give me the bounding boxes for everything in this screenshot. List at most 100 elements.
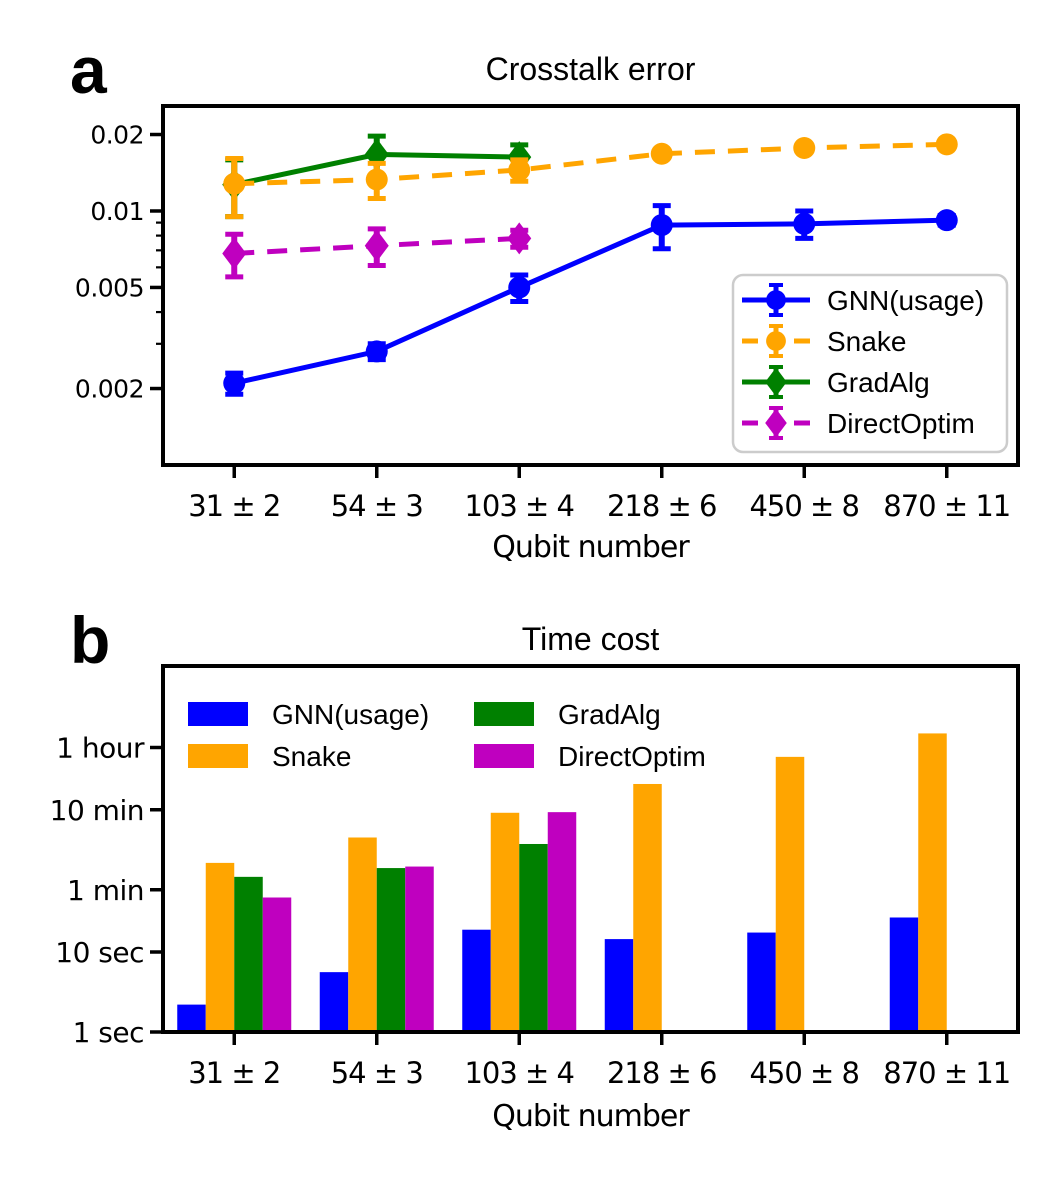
legend-item-gnn-usage: GNN(usage) xyxy=(188,699,429,730)
data-point-marker xyxy=(223,172,246,195)
data-point-marker xyxy=(222,237,247,270)
x-tick-label: 870 ± 11 xyxy=(883,489,1010,523)
bar-gnn-usage xyxy=(462,929,491,1032)
y-tick-label: 0.02 xyxy=(90,121,144,150)
legend-frame xyxy=(731,273,1009,454)
bars-gradalg xyxy=(234,843,548,1032)
x-tick-label: 450 ± 8 xyxy=(749,1056,859,1090)
series-snake xyxy=(223,133,958,220)
bar-snake xyxy=(775,756,805,1032)
series-line xyxy=(233,217,947,386)
legend-label: DirectOptim xyxy=(558,741,706,772)
data-point-marker xyxy=(508,158,531,181)
legend-label: GradAlg xyxy=(558,699,661,730)
panel-b-letter: b xyxy=(70,603,111,677)
data-point-marker xyxy=(935,133,958,156)
time-cost-chart: 1 hour 10 min 1 min 10 sec 1 sec 31 ± 2 54 ± 3… xyxy=(50,664,1020,1090)
legend-item-snake: Snake xyxy=(742,324,906,358)
y-tick-label: 0.005 xyxy=(75,273,144,302)
data-point-marker xyxy=(507,222,532,255)
data-point-marker xyxy=(793,136,816,159)
data-point-marker xyxy=(650,142,673,165)
series-line xyxy=(234,141,947,187)
data-point-marker xyxy=(650,214,673,237)
legend-item-gnn-usage: GNN(usage) xyxy=(742,283,984,317)
bar-gnn-usage xyxy=(177,1004,206,1032)
legend-item-directoptim: DirectOptim xyxy=(474,741,706,772)
x-tick-label: 450 ± 8 xyxy=(749,489,859,523)
legend: GNN(usage) Snake GradAlg DirectOptim xyxy=(731,273,1009,454)
legend-swatch xyxy=(474,744,534,768)
data-point-marker xyxy=(364,229,389,262)
panel-b-x-axis-label: Qubit number xyxy=(492,1099,689,1134)
bar-gradalg xyxy=(519,843,548,1032)
legend-label: Snake xyxy=(827,326,906,357)
legend-item-gradalg: GradAlg xyxy=(742,365,930,399)
y-tick-label: 1 min xyxy=(67,874,144,907)
series-directoptim xyxy=(222,222,532,280)
data-point-marker xyxy=(765,367,787,397)
bar-snake xyxy=(633,783,662,1032)
legend-swatch xyxy=(188,744,248,768)
data-point-marker xyxy=(935,209,958,232)
x-tick-label: 218 ± 6 xyxy=(607,1056,717,1090)
bar-gradalg xyxy=(376,868,406,1032)
panel-a-title: Crosstalk error xyxy=(485,51,696,87)
panel-a-letter: a xyxy=(70,33,107,107)
legend-label: GNN(usage) xyxy=(827,285,984,316)
bar-directoptim xyxy=(405,866,434,1032)
data-point-marker xyxy=(765,408,787,438)
bar-gnn-usage xyxy=(747,932,776,1032)
panel-a-x-axis-label: Qubit number xyxy=(492,530,689,565)
x-tick-label: 870 ± 11 xyxy=(883,1056,1010,1090)
legend-label: GNN(usage) xyxy=(272,699,429,730)
plot-border xyxy=(161,664,1020,1034)
series-gnn-usage xyxy=(223,203,958,397)
legend-swatch xyxy=(188,702,248,726)
legend-label: Snake xyxy=(272,741,351,772)
data-point-marker xyxy=(766,331,786,351)
data-point-marker xyxy=(793,212,816,235)
bar-directoptim xyxy=(547,812,577,1032)
legend: GNN(usage) Snake GradAlg DirectOptim xyxy=(188,699,706,772)
y-tick-label: 0.002 xyxy=(75,375,144,404)
panel-b-title: Time cost xyxy=(521,621,660,657)
bar-gradalg xyxy=(234,876,263,1032)
y-tick-label: 10 sec xyxy=(55,936,144,969)
x-tick-label: 54 ± 3 xyxy=(331,1056,423,1090)
data-point-marker xyxy=(223,372,246,395)
bars-gnn-usage xyxy=(177,917,919,1032)
x-tick-label: 31 ± 2 xyxy=(188,1056,280,1090)
x-tick-label: 31 ± 2 xyxy=(188,489,280,523)
y-tick-label: 1 hour xyxy=(56,732,145,765)
bars-directoptim xyxy=(262,812,577,1032)
legend-item-directoptim: DirectOptim xyxy=(742,406,975,440)
bars-snake xyxy=(205,733,947,1032)
bar-directoptim xyxy=(262,897,292,1032)
data-point-marker xyxy=(766,290,786,310)
bar-gnn-usage xyxy=(889,917,919,1032)
data-point-marker xyxy=(508,276,531,299)
legend-label: DirectOptim xyxy=(827,408,975,439)
crosstalk-error-chart: 0.02 0.01 0.005 0.002 31 ± 2 54 ± 3 103 ± 4 218… xyxy=(75,104,1020,523)
data-point-marker xyxy=(365,168,388,191)
plot-border xyxy=(161,104,1020,467)
bar-snake xyxy=(205,862,235,1032)
bar-snake xyxy=(918,733,947,1032)
x-tick-label: 54 ± 3 xyxy=(331,489,423,523)
y-tick-label: 0.01 xyxy=(90,197,144,226)
x-tick-label: 103 ± 4 xyxy=(464,1056,574,1090)
x-tick-label: 103 ± 4 xyxy=(464,489,574,523)
data-point-marker xyxy=(365,340,388,363)
bar-snake xyxy=(490,812,520,1032)
y-tick-label: 1 sec xyxy=(73,1016,144,1049)
legend-item-gradalg: GradAlg xyxy=(474,699,661,730)
bar-snake xyxy=(348,837,377,1032)
x-tick-label: 218 ± 6 xyxy=(607,489,717,523)
legend-label: GradAlg xyxy=(827,367,930,398)
legend-swatch xyxy=(474,702,534,726)
bar-gnn-usage xyxy=(319,972,349,1032)
legend-item-snake: Snake xyxy=(188,741,351,772)
